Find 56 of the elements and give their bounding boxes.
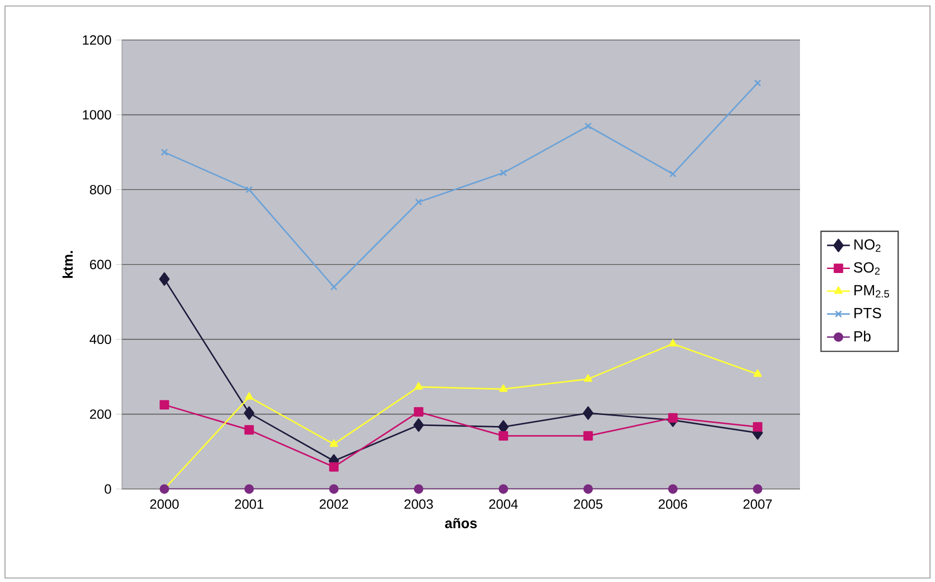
point: [668, 339, 678, 347]
x-tick-label: 2006: [658, 499, 688, 509]
x-tick-label: 2003: [404, 499, 433, 509]
legend-label: NO$_{2}$: [854, 239, 880, 252]
y-axis-title: ktm.: [62, 251, 73, 278]
x-tick-label: 2004: [489, 499, 518, 509]
point: [499, 384, 508, 392]
x-tick-label: 2001: [234, 499, 264, 509]
point: [668, 413, 678, 423]
point: [500, 169, 507, 176]
point: [754, 79, 762, 87]
point: [668, 484, 678, 494]
point: [329, 462, 339, 472]
x-tick-label: 2005: [574, 499, 602, 509]
point: [330, 283, 338, 291]
legend-label: Pb: [854, 330, 871, 342]
point: [584, 122, 592, 130]
point: [752, 484, 762, 494]
x-tick-label: 2000: [150, 499, 179, 509]
point: [584, 374, 592, 382]
legend-label: PM$_{2.5}$: [854, 285, 890, 298]
point: [244, 425, 254, 435]
point: [669, 170, 676, 178]
y-tick-label: 1200: [82, 35, 112, 45]
point: [413, 418, 424, 432]
point: [583, 484, 593, 494]
y-tick-label: 600: [90, 260, 112, 270]
point: [414, 484, 424, 494]
y-tick-label: 200: [90, 409, 112, 419]
point: [244, 484, 254, 494]
point: [583, 431, 593, 441]
point: [160, 148, 168, 156]
point: [159, 272, 170, 286]
y-tick-label: 400: [90, 334, 112, 344]
point: [246, 186, 253, 194]
legend-label: PTS: [854, 308, 882, 318]
point: [160, 400, 170, 410]
point: [330, 439, 338, 447]
point: [498, 484, 508, 494]
y-tick-label: 800: [90, 184, 112, 194]
point: [582, 406, 594, 420]
point: [244, 406, 254, 420]
x-tick-label: 2007: [743, 499, 772, 509]
point: [415, 198, 422, 206]
point: [414, 407, 424, 417]
x-axis-title: años: [445, 518, 477, 528]
y-tick-label: 0: [104, 484, 112, 494]
point: [498, 431, 508, 441]
point: [244, 392, 254, 400]
point: [329, 484, 339, 494]
y-tick-label: 1000: [82, 110, 112, 120]
point: [753, 369, 762, 377]
x-tick-label: 2002: [320, 499, 348, 509]
legend-label: SO$_{2}$: [854, 262, 880, 275]
point: [414, 382, 423, 390]
point: [752, 422, 762, 432]
